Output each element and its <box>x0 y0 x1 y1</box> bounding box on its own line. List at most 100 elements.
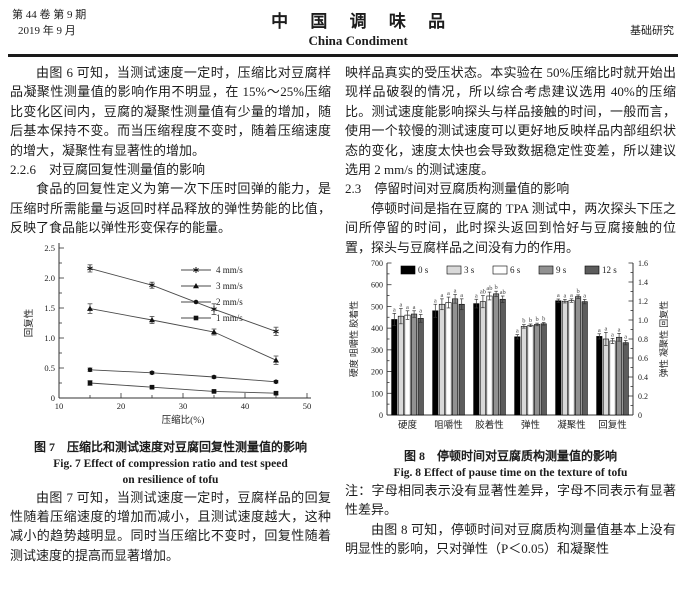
figure-7: 0 0.5 1.0 1.5 2.0 2.5 10 20 30 40 50 压缩比(%) 回复性 4 mm/… <box>10 238 331 488</box>
svg-text:0.4: 0.4 <box>638 373 648 382</box>
svg-text:200: 200 <box>371 368 383 377</box>
issue-date: 2019 年 9 月 <box>18 25 76 37</box>
svg-text:压缩比(%): 压缩比(%) <box>161 414 204 426</box>
svg-text:a: a <box>393 306 396 313</box>
svg-text:b: b <box>522 318 525 325</box>
svg-text:0.5: 0.5 <box>44 363 55 373</box>
svg-text:a: a <box>475 292 478 299</box>
svg-text:回复性: 回复性 <box>598 419 627 431</box>
page-header: 第 44 卷 第 9 期 2019 年 9 月 中 国 调 味 品 China … <box>0 0 686 51</box>
svg-text:a: a <box>406 304 409 311</box>
svg-text:400: 400 <box>371 324 383 333</box>
svg-text:a: a <box>618 326 621 333</box>
section-heading-2-2-6: 2.2.6 对豆腐回复性测量值的影响 <box>10 162 206 178</box>
issue-info: 第 44 卷 第 9 期 2019 年 9 月 <box>12 7 86 39</box>
fig8-caption: 图 8 停顿时间对豆腐质构测量值的影响 Fig. 8 Effect of pau… <box>345 447 676 481</box>
fig7-caption-en2: on resilience of tofu <box>122 473 219 486</box>
section-label: 基础研究 <box>630 25 674 37</box>
svg-text:a: a <box>557 292 560 299</box>
svg-text:a: a <box>413 304 416 311</box>
fig7-line-chart: 0 0.5 1.0 1.5 2.0 2.5 10 20 30 40 50 压缩比(%) 回复性 4 mm/… <box>23 242 311 426</box>
svg-text:b: b <box>576 288 579 295</box>
svg-text:20: 20 <box>116 401 125 411</box>
svg-text:1.2: 1.2 <box>638 297 648 306</box>
svg-text:1 mm/s: 1 mm/s <box>216 313 243 323</box>
svg-text:a: a <box>570 292 573 299</box>
svg-text:0.8: 0.8 <box>638 335 648 344</box>
svg-text:2 mm/s: 2 mm/s <box>216 297 243 307</box>
journal-title-en: China Condiment <box>308 33 408 48</box>
svg-text:0.6: 0.6 <box>638 354 648 363</box>
svg-text:9 s: 9 s <box>556 265 567 275</box>
svg-text:b: b <box>494 284 497 291</box>
svg-text:a: a <box>624 334 627 341</box>
svg-text:300: 300 <box>371 346 383 355</box>
fig8-caption-cn: 图 8 停顿时间对豆腐质构测量值的影响 <box>403 449 617 464</box>
svg-text:0: 0 <box>50 393 54 403</box>
fig8-caption-en: Fig. 8 Effect of pause time on the textu… <box>393 467 628 480</box>
fig8-bar-chart: 0 100 200 300 400 500 600 700 0 0.2 0.4 0.6 0.8 1.0 1.… <box>348 259 669 431</box>
svg-text:a: a <box>598 327 601 334</box>
fig7-caption-cn: 图 7 压缩比和测试速度对豆腐回复性测量值的影响 <box>33 439 307 454</box>
journal-page: 第 44 卷 第 9 期 2019 年 9 月 中 国 调 味 品 China … <box>0 0 686 565</box>
svg-text:50: 50 <box>302 401 311 411</box>
svg-text:弹性 凝聚性 回复性: 弹性 凝聚性 回复性 <box>658 301 669 378</box>
paragraph: 由图 7 可知，当测试速度一定时，豆腐样品的回复性随着压缩速度的增加而减小，且测… <box>10 489 331 563</box>
svg-text:a: a <box>604 326 607 333</box>
svg-text:1.0: 1.0 <box>44 333 55 343</box>
svg-text:a: a <box>440 292 443 299</box>
svg-text:a: a <box>563 293 566 300</box>
svg-text:6 s: 6 s <box>510 265 521 275</box>
svg-text:ab: ab <box>486 285 492 292</box>
svg-text:a: a <box>516 328 519 335</box>
svg-text:硬度: 硬度 <box>398 419 418 431</box>
svg-text:a: a <box>460 292 463 299</box>
svg-text:胶着性: 胶着性 <box>475 419 504 431</box>
svg-text:4 mm/s: 4 mm/s <box>216 265 243 275</box>
svg-text:0: 0 <box>638 411 642 420</box>
svg-text:30: 30 <box>178 401 187 411</box>
svg-text:咀嚼性: 咀嚼性 <box>434 419 463 431</box>
svg-text:弹性: 弹性 <box>521 419 541 431</box>
svg-text:回复性: 回复性 <box>23 308 35 337</box>
journal-title-block: 中 国 调 味 品 China Condiment <box>86 7 630 49</box>
svg-text:600: 600 <box>371 281 383 290</box>
two-column-body: 由图 6 可知，当测试速度一定时，压缩比对豆腐样品凝聚性测量值的影响作用不明显，… <box>0 63 686 565</box>
svg-text:10: 10 <box>54 401 63 411</box>
header-rule <box>8 54 678 57</box>
svg-text:3 s: 3 s <box>464 265 475 275</box>
svg-text:b: b <box>529 317 532 324</box>
svg-text:b: b <box>535 316 538 323</box>
right-column: 映样品真实的受压状态。本实验在 50%压缩比时就开始出现样品破裂的情况，所以综合… <box>345 63 676 565</box>
svg-text:b: b <box>542 316 545 323</box>
paragraph: 由图 6 可知，当测试速度一定时，压缩比对豆腐样品凝聚性测量值的影响作用不明显，… <box>10 65 331 158</box>
svg-text:0.2: 0.2 <box>638 392 648 401</box>
svg-text:凝聚性: 凝聚性 <box>557 419 586 431</box>
fig7-caption-en: Fig. 7 Effect of compression ratio and t… <box>53 457 288 470</box>
svg-text:2.0: 2.0 <box>44 273 55 283</box>
svg-text:1.6: 1.6 <box>638 259 648 268</box>
figure-note: 注：字母相同表示没有显著性差异，字母不同表示有显著性差异。 <box>345 483 676 518</box>
left-column: 由图 6 可知，当测试速度一定时，压缩比对豆腐样品凝聚性测量值的影响作用不明显，… <box>10 63 331 565</box>
svg-text:硬度 咀嚼性 胶着性: 硬度 咀嚼性 胶着性 <box>348 301 359 378</box>
svg-text:0: 0 <box>379 411 383 420</box>
svg-text:1.5: 1.5 <box>44 303 55 313</box>
svg-text:700: 700 <box>371 259 383 268</box>
paragraph: 由图 8 可知，停顿时间对豆腐质构测量值基本上没有明显性的影响，只对弹性（P＜0… <box>345 521 676 557</box>
svg-text:1.4: 1.4 <box>638 278 648 287</box>
svg-text:ab: ab <box>480 289 486 296</box>
journal-title-cn: 中 国 调 味 品 <box>271 12 455 31</box>
svg-text:2.5: 2.5 <box>44 243 55 253</box>
svg-text:ab: ab <box>500 289 506 296</box>
svg-text:12 s: 12 s <box>602 265 617 275</box>
svg-text:a: a <box>583 293 586 300</box>
fig7-caption: 图 7 压缩比和测试速度对豆腐回复性测量值的影响 Fig. 7 Effect o… <box>10 438 331 488</box>
svg-text:40: 40 <box>240 401 249 411</box>
svg-text:0 s: 0 s <box>418 265 429 275</box>
svg-text:a: a <box>611 331 614 338</box>
volume-issue: 第 44 卷 第 9 期 <box>12 9 87 21</box>
svg-text:1.0: 1.0 <box>638 316 648 325</box>
svg-text:a: a <box>434 297 437 304</box>
paragraph: 映样品真实的受压状态。本实验在 50%压缩比时就开始出现样品破裂的情况，所以综合… <box>345 65 676 178</box>
svg-text:a: a <box>419 308 422 315</box>
